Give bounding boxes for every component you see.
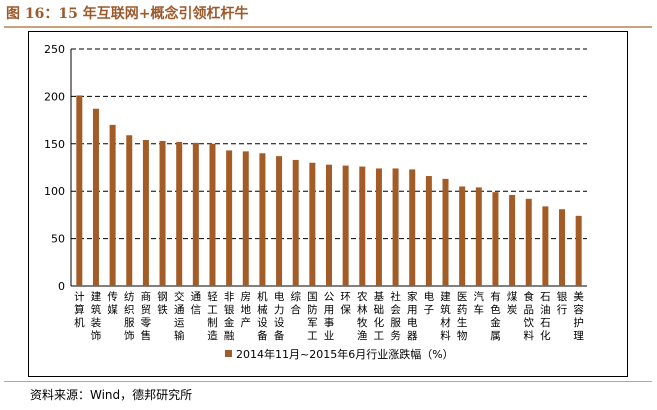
x-tick-label: 通信 [191, 291, 202, 316]
x-tick-label: 环保 [340, 291, 351, 316]
x-tick-label: 房地产 [241, 290, 252, 329]
source-divider [4, 381, 652, 382]
bar [292, 159, 299, 286]
bar [242, 151, 249, 286]
y-tick-label: 100 [44, 185, 65, 198]
chart-frame: 0 50 100 150 200 250 计算机 建筑装饰 传媒 纺织服饰 商贸零售 钢铁 交通运输 通信… [28, 31, 628, 377]
bar [142, 140, 149, 286]
x-tick-label: 美容护理 [573, 290, 584, 342]
bar [92, 108, 99, 286]
x-tick-label: 食品饮料 [523, 290, 534, 342]
x-tick-label: 综合 [290, 290, 301, 316]
bar [326, 164, 332, 286]
source-note: 资料来源：Wind，德邦研究所 [30, 388, 193, 402]
y-tick-label: 250 [44, 43, 65, 56]
x-tick-label: 公用事业 [324, 291, 335, 342]
x-tick-label: 非银金融 [224, 291, 235, 342]
x-tick-label: 交通运输 [174, 290, 185, 342]
bar [575, 215, 582, 286]
bar [309, 162, 316, 286]
y-tick-label: 200 [44, 90, 65, 103]
legend-label: 2014年11月~2015年6月行业涨跌幅（%） [236, 347, 454, 361]
bar [209, 143, 216, 286]
x-tick-label: 建筑装饰 [91, 290, 102, 342]
bar [359, 166, 366, 286]
bar [276, 156, 283, 286]
x-tick-label: 纺织服饰 [124, 290, 135, 342]
bar [525, 198, 532, 286]
x-tick-label: 煤炭 [507, 290, 518, 316]
y-tick-label: 50 [51, 233, 65, 246]
bar [226, 150, 233, 286]
x-tick-label: 建筑材料 [440, 290, 451, 342]
bar [392, 168, 399, 286]
x-tick-label: 电力设备 [274, 290, 285, 342]
bar [126, 135, 133, 286]
x-tick-label: 医药生物 [457, 291, 468, 342]
bar-chart: 0 50 100 150 200 250 计算机建筑装饰传媒纺织服饰商贸零售钢铁交通运输通信… [44, 43, 587, 361]
y-tick-label: 150 [44, 138, 65, 151]
x-tick-label: 基础化工 [374, 290, 385, 342]
bar [192, 142, 199, 286]
bar [159, 140, 166, 286]
bar [409, 169, 416, 286]
x-tick-label: 石油石化 [540, 291, 551, 342]
x-tick-label: 商贸零售 [141, 290, 152, 342]
x-tick-label: 钢铁 [157, 290, 168, 316]
bar [76, 95, 83, 286]
bar [459, 186, 466, 286]
bar [259, 153, 266, 286]
x-tick-label: 轻工制造 [207, 290, 218, 342]
bar [442, 178, 449, 286]
x-tick-label: 计算机 [74, 290, 85, 329]
bar [492, 192, 499, 286]
x-tick-label: 有色金属 [490, 290, 501, 342]
x-tick-label: 银行 [557, 290, 568, 316]
x-tick-label: 电子 [424, 290, 435, 316]
bar [542, 206, 549, 286]
bar [375, 168, 382, 286]
x-tick-label: 机械设备 [257, 290, 268, 342]
bar [342, 165, 349, 286]
title-divider [4, 26, 652, 28]
x-tick-label: 国防军工 [307, 291, 318, 342]
bar [475, 187, 482, 286]
x-tick-label: 农林牧渔 [357, 290, 368, 342]
bar [425, 176, 432, 286]
x-tick-label: 社会服务 [390, 290, 401, 342]
bar [559, 209, 566, 286]
bar [109, 124, 116, 286]
x-tick-label: 传媒 [107, 291, 118, 316]
bar [509, 194, 516, 286]
x-tick-label: 家用电器 [407, 290, 418, 342]
legend-swatch [225, 350, 232, 357]
figure-title: 图 16：15 年互联网+概念引领杠杆牛 [6, 6, 249, 22]
bar [176, 141, 183, 286]
y-tick-label: 0 [58, 280, 65, 293]
x-tick-label: 汽车 [474, 290, 485, 316]
